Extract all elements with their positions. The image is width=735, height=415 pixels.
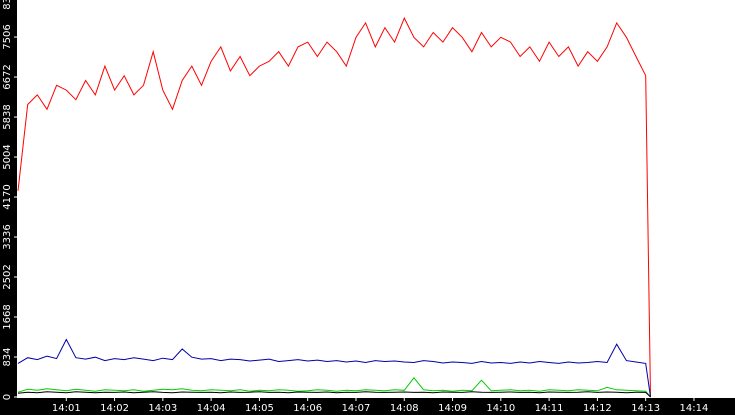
x-tick-label: 14:10 <box>486 403 515 414</box>
x-tick-label: 14:08 <box>390 403 419 414</box>
series-line <box>17 16 651 398</box>
y-tick-label: 5838 <box>2 104 13 129</box>
y-tick-label: 6672 <box>2 64 13 89</box>
x-tick-label: 14:02 <box>100 403 129 414</box>
y-tick-label: 2502 <box>2 264 13 289</box>
series-line <box>17 338 651 398</box>
x-tick-label: 14:05 <box>245 403 274 414</box>
x-tick-label: 14:11 <box>535 403 564 414</box>
x-tick-label: 14:12 <box>583 403 612 414</box>
x-tick-label: 14:06 <box>293 403 322 414</box>
x-tick-label: 14:04 <box>197 403 226 414</box>
y-tick-label: 834 <box>2 347 13 366</box>
y-tick-label: 5004 <box>2 144 13 169</box>
series-line <box>17 391 651 398</box>
y-tick-label: 0 <box>2 394 13 400</box>
x-tick-label: 14:13 <box>631 403 660 414</box>
series-line <box>17 376 651 398</box>
y-tick-label: 4170 <box>2 184 13 209</box>
x-tick-label: 14:14 <box>680 403 709 414</box>
y-tick-label: 3336 <box>2 224 13 249</box>
x-tick-label: 14:01 <box>52 403 81 414</box>
y-tick-label: 1668 <box>2 304 13 329</box>
x-tick-label: 14:03 <box>148 403 177 414</box>
x-tick-label: 14:09 <box>438 403 467 414</box>
y-tick-label: 7506 <box>2 24 13 49</box>
x-tick-label: 14:07 <box>342 403 371 414</box>
plot-area <box>17 0 735 398</box>
